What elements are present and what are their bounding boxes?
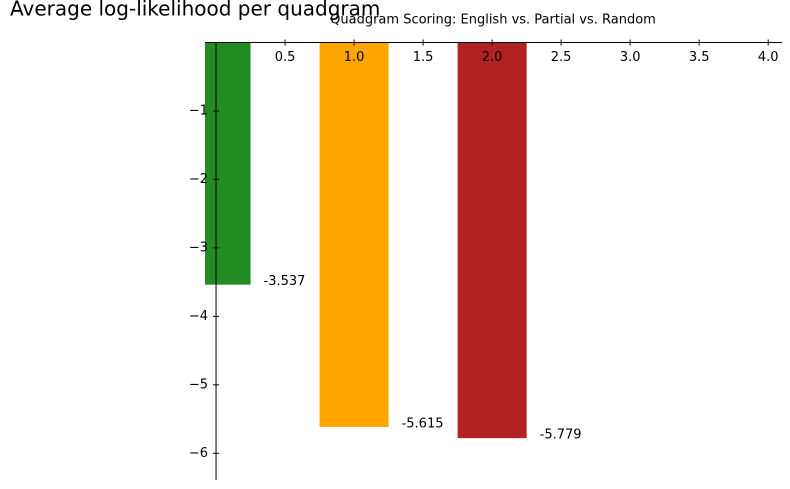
data-label: -5.779 — [540, 428, 582, 443]
chart-title: Quadgram Scoring: English vs. Partial vs… — [330, 13, 656, 28]
data-label: -3.537 — [264, 274, 306, 289]
x-tick-label: 4.0 — [758, 50, 779, 65]
y-tick-label: −6 — [189, 446, 208, 461]
x-tick-label: 1.0 — [344, 50, 365, 65]
y-tick-label: −1 — [189, 103, 208, 118]
x-tick-label: 0.5 — [275, 50, 296, 65]
x-tick-label: 3.0 — [620, 50, 641, 65]
bars — [205, 42, 527, 439]
y-tick-label: −5 — [189, 377, 208, 392]
y-tick-label: −3 — [189, 240, 208, 255]
data-label: -5.615 — [402, 416, 444, 431]
y-axis-label: Average log-likelihood per quadgram — [10, 0, 380, 21]
bar — [205, 42, 251, 285]
x-tick-label: 2.0 — [482, 50, 503, 65]
x-tick-label: 3.5 — [689, 50, 710, 65]
bar — [319, 42, 389, 427]
x-tick-label: 1.5 — [413, 50, 434, 65]
x-tick-label: 2.5 — [551, 50, 572, 65]
y-tick-label: −2 — [189, 172, 208, 187]
bar — [457, 42, 527, 439]
y-tick-label: −4 — [189, 309, 208, 324]
